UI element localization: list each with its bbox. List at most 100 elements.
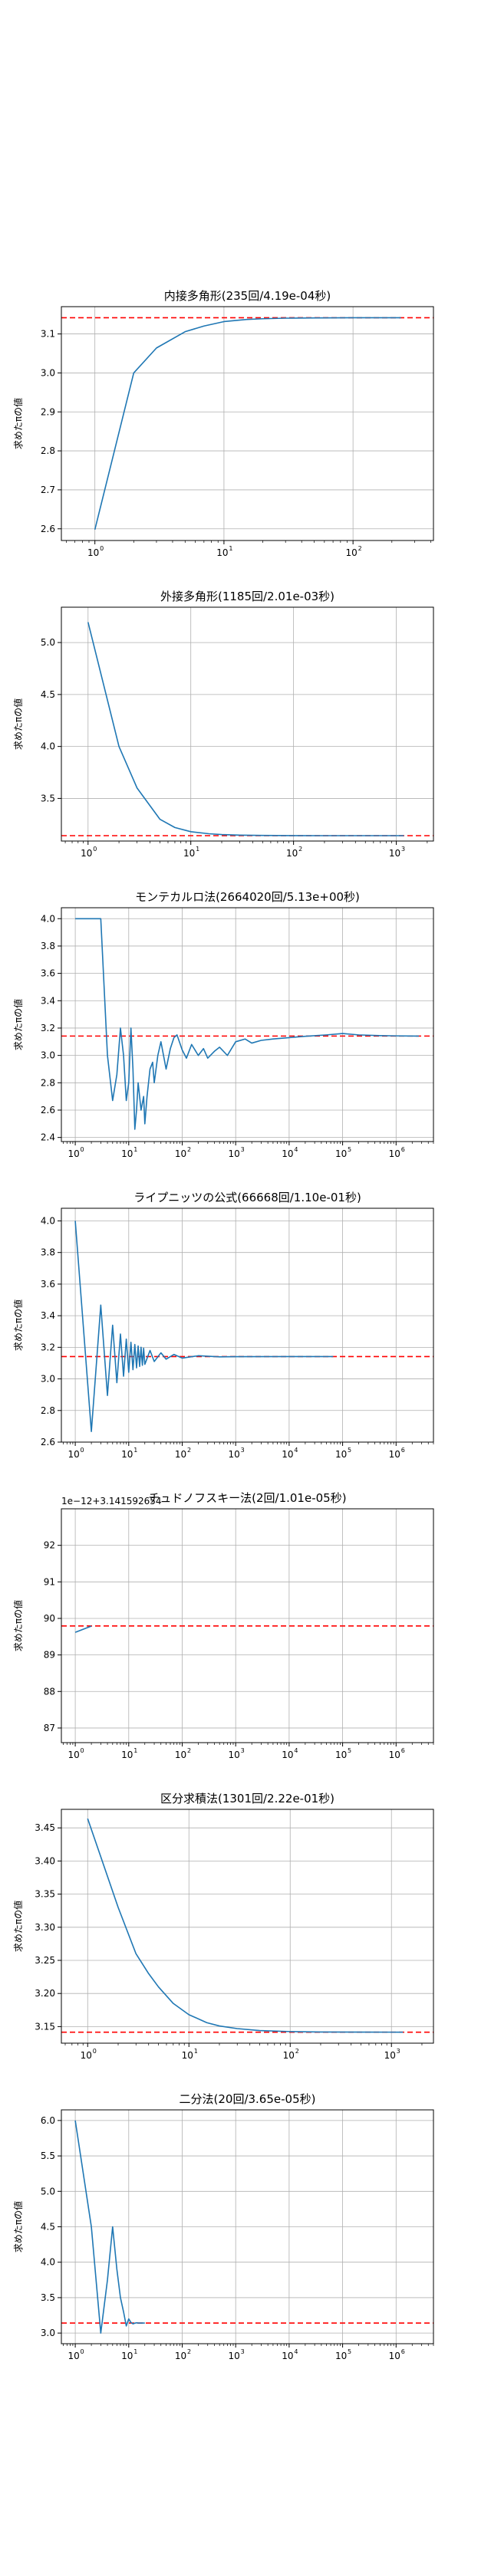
series-line xyxy=(74,2120,145,2334)
y-axis-label: 求めたπの値 xyxy=(12,1600,24,1651)
x-tick-exponent: 1 xyxy=(196,846,199,853)
x-tick-exponent: 3 xyxy=(241,1747,245,1754)
x-tick-label: 10 xyxy=(182,2050,193,2061)
x-tick-exponent: 4 xyxy=(294,1747,298,1754)
x-tick-exponent: 3 xyxy=(401,846,405,853)
y-tick-label: 90 xyxy=(44,1613,55,1624)
y-tick-label: 91 xyxy=(44,1576,55,1587)
x-tick-exponent: 1 xyxy=(133,2348,137,2355)
x-tick-exponent: 6 xyxy=(401,2348,405,2355)
x-tick-label: 10 xyxy=(389,1449,400,1460)
y-tick-label: 3.1 xyxy=(41,329,55,340)
plot-frame xyxy=(61,1208,434,1443)
y-tick-label: 92 xyxy=(44,1540,55,1551)
y-tick-label: 88 xyxy=(44,1686,55,1697)
x-tick-exponent: 5 xyxy=(348,2348,351,2355)
x-tick-label: 10 xyxy=(68,1148,79,1159)
series-line xyxy=(74,1221,334,1432)
x-tick-exponent: 1 xyxy=(229,545,232,552)
y-tick-label: 2.8 xyxy=(41,1405,55,1416)
x-tick-label: 10 xyxy=(335,1750,347,1760)
x-tick-exponent: 5 xyxy=(348,1447,351,1454)
y-tick-label: 3.4 xyxy=(41,995,55,1006)
x-tick-label: 10 xyxy=(229,1148,240,1159)
y-tick-label: 2.6 xyxy=(41,524,55,534)
x-tick-exponent: 2 xyxy=(295,2048,299,2055)
chart-title: 区分求積法(1301回/2.22e-01秒) xyxy=(160,1792,334,1806)
x-tick-label: 10 xyxy=(389,1148,400,1159)
x-tick-exponent: 4 xyxy=(294,2348,298,2355)
x-tick-exponent: 0 xyxy=(81,1447,84,1454)
chart-title: モンテカルロ法(2664020回/5.13e+00秒) xyxy=(135,890,360,904)
y-tick-label: 3.30 xyxy=(35,1922,55,1933)
x-tick-exponent: 0 xyxy=(93,2048,97,2055)
x-tick-label: 10 xyxy=(346,547,358,558)
x-tick-exponent: 0 xyxy=(81,1146,84,1153)
chart-title: 外接多角形(1185回/2.01e-03秒) xyxy=(160,590,334,603)
x-tick-exponent: 3 xyxy=(241,1146,245,1153)
y-tick-label: 3.25 xyxy=(35,1955,55,1966)
y-axis-label: 求めたπの値 xyxy=(12,999,24,1050)
y-tick-label: 4.0 xyxy=(41,913,55,924)
y-tick-label: 6.0 xyxy=(41,2115,55,2126)
x-tick-label: 10 xyxy=(175,2351,186,2361)
y-axis-label: 求めたπの値 xyxy=(12,398,24,449)
y-tick-label: 3.0 xyxy=(41,1050,55,1061)
x-tick-exponent: 3 xyxy=(241,1447,245,1454)
x-tick-label: 10 xyxy=(335,1449,347,1460)
x-tick-exponent: 2 xyxy=(187,1747,191,1754)
y-tick-label: 3.6 xyxy=(41,1279,55,1290)
x-tick-exponent: 3 xyxy=(241,2348,245,2355)
x-tick-exponent: 3 xyxy=(397,2048,400,2055)
x-tick-exponent: 0 xyxy=(93,846,97,853)
plot-frame xyxy=(61,907,434,1142)
x-tick-label: 10 xyxy=(229,1449,240,1460)
x-tick-label: 10 xyxy=(175,1148,186,1159)
series-line xyxy=(94,317,401,530)
y-tick-label: 3.6 xyxy=(41,968,55,979)
plot-frame xyxy=(61,2109,434,2344)
x-tick-label: 10 xyxy=(68,1449,79,1460)
y-tick-label: 4.0 xyxy=(41,1215,55,1226)
y-tick-label: 5.0 xyxy=(41,2186,55,2196)
x-tick-exponent: 2 xyxy=(187,1146,191,1153)
y-tick-label: 2.4 xyxy=(41,1132,55,1143)
series-line xyxy=(87,622,404,836)
y-tick-label: 3.15 xyxy=(35,2021,55,2032)
x-tick-label: 10 xyxy=(81,2050,92,2061)
x-tick-label: 10 xyxy=(68,2351,79,2361)
y-axis-label: 求めたπの値 xyxy=(12,2201,24,2252)
x-tick-label: 10 xyxy=(282,1750,293,1760)
x-tick-exponent: 2 xyxy=(298,846,302,853)
plot-frame xyxy=(61,1508,434,1743)
y-tick-label: 3.0 xyxy=(41,367,55,378)
y-tick-label: 4.5 xyxy=(41,689,55,700)
x-tick-label: 10 xyxy=(229,1750,240,1760)
y-tick-label: 3.0 xyxy=(41,2328,55,2338)
y-tick-label: 89 xyxy=(44,1650,55,1661)
y-tick-label: 87 xyxy=(44,1723,55,1733)
series-line xyxy=(74,1625,92,1633)
y-tick-label: 2.6 xyxy=(41,1105,55,1116)
x-tick-label: 10 xyxy=(286,848,298,859)
x-tick-label: 10 xyxy=(81,848,92,859)
x-tick-label: 10 xyxy=(175,1750,186,1760)
x-tick-label: 10 xyxy=(121,1750,133,1760)
y-tick-label: 3.35 xyxy=(35,1889,55,1900)
x-tick-exponent: 2 xyxy=(187,1447,191,1454)
y-tick-label: 3.5 xyxy=(41,793,55,803)
y-tick-label: 2.6 xyxy=(41,1437,55,1447)
y-tick-label: 3.2 xyxy=(41,1023,55,1033)
y-tick-label: 3.4 xyxy=(41,1310,55,1321)
y-tick-label: 3.45 xyxy=(35,1822,55,1833)
x-tick-exponent: 0 xyxy=(100,545,104,552)
y-tick-label: 3.0 xyxy=(41,1374,55,1385)
x-tick-label: 10 xyxy=(183,848,195,859)
x-tick-exponent: 0 xyxy=(81,1747,84,1754)
x-tick-label: 10 xyxy=(229,2351,240,2361)
x-tick-exponent: 1 xyxy=(133,1146,137,1153)
